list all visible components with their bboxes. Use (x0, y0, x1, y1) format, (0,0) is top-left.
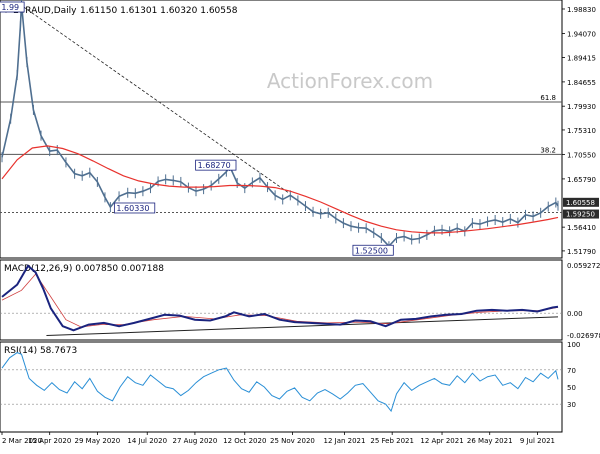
price-box-label: 1.60558 (566, 199, 595, 207)
moving-average-series (1, 145, 559, 234)
x-tick-label: 12 Oct 2020 (223, 437, 266, 445)
price-y-tick-label: 1.84655 (567, 79, 596, 87)
macd-y-tick-label: -0.026978 (567, 332, 600, 340)
price-y-tick-label: 1.70550 (567, 151, 596, 159)
rsi-plot (0, 352, 562, 413)
x-tick-label: 2 Mar 2020 (2, 437, 42, 445)
price-y-tick-label: 1.65790 (567, 176, 596, 184)
price-plot: 61.8 38.2 1.99 1.68270 1.60330 1.52500 (0, 0, 562, 256)
rsi-y-tick-label: 100 (567, 341, 580, 349)
macd-title: MACD(12,26,9) 0.007850 0.007188 (4, 264, 164, 274)
x-tick-label: 9 Jul 2021 (520, 437, 555, 445)
x-tick-label: 29 May 2020 (75, 437, 121, 445)
macd-panel-frame (0, 259, 563, 341)
macd-y-tick-label: 0.059272 (567, 262, 600, 270)
level-label: 61.8 (540, 94, 556, 102)
annotation-box (352, 244, 394, 256)
rsi-y-tick-label: 30 (567, 401, 576, 409)
x-tick-label: 26 May 2021 (467, 437, 513, 445)
price-y-tick-label: 1.51790 (567, 248, 596, 256)
x-tick-label: 27 Aug 2020 (172, 437, 217, 445)
x-tick-label: 12 Apr 2021 (420, 437, 463, 445)
chart-ohlc: 1.61150 1.61301 1.60320 1.60558 (80, 6, 238, 16)
rsi-y-tick-label: 70 (567, 367, 576, 375)
price-y-tick-label: 1.56410 (567, 224, 596, 232)
level-label: 38.2 (540, 146, 556, 154)
price-y-tick-label: 1.75310 (567, 127, 596, 135)
rsi-title: RSI(14) 58.7673 (4, 346, 77, 356)
annotation-box (195, 159, 237, 171)
price-y-tick-label: 1.94070 (567, 30, 596, 38)
watermark: ActionForex.com (267, 69, 433, 93)
x-tick-label: 14 Jul 2020 (127, 437, 167, 445)
annotation-box (113, 202, 156, 214)
rsi-panel-frame (0, 341, 563, 433)
annotation-box (0, 1, 25, 13)
price-box (563, 209, 599, 219)
rsi-y-tick-label: 50 (567, 384, 576, 392)
x-tick-label: 25 Feb 2021 (370, 437, 414, 445)
price-y-tick-label: 1.98830 (567, 6, 596, 14)
x-tick-label: 15 Apr 2020 (28, 437, 71, 445)
annotation-label: 1.99 (1, 3, 19, 12)
rsi-series (1, 352, 559, 413)
macd-series (1, 264, 559, 332)
macd-plot (0, 264, 562, 337)
annotation-label: 1.60330 (116, 204, 149, 213)
x-tick-label: 25 Nov 2020 (270, 437, 315, 445)
price-y-tick-label: 1.89415 (567, 54, 596, 62)
annotation-label: 1.68270 (198, 161, 231, 170)
annotation-label: 1.52500 (355, 246, 388, 255)
chart-symbol: EURAUD,Daily (13, 6, 77, 16)
macd-trend-line (46, 316, 559, 337)
x-tick-label: 12 Jan 2021 (324, 437, 366, 445)
price-box-label: 1.59250 (566, 211, 595, 219)
price-box (563, 197, 599, 207)
price-panel-frame (0, 0, 563, 259)
axes: 1.98830 1.94070 1.89415 1.84655 1.79930 1.753… (1, 6, 600, 445)
macd-y-tick-label: 0.00 (567, 310, 583, 318)
price-y-tick-label: 1.79930 (567, 103, 596, 111)
